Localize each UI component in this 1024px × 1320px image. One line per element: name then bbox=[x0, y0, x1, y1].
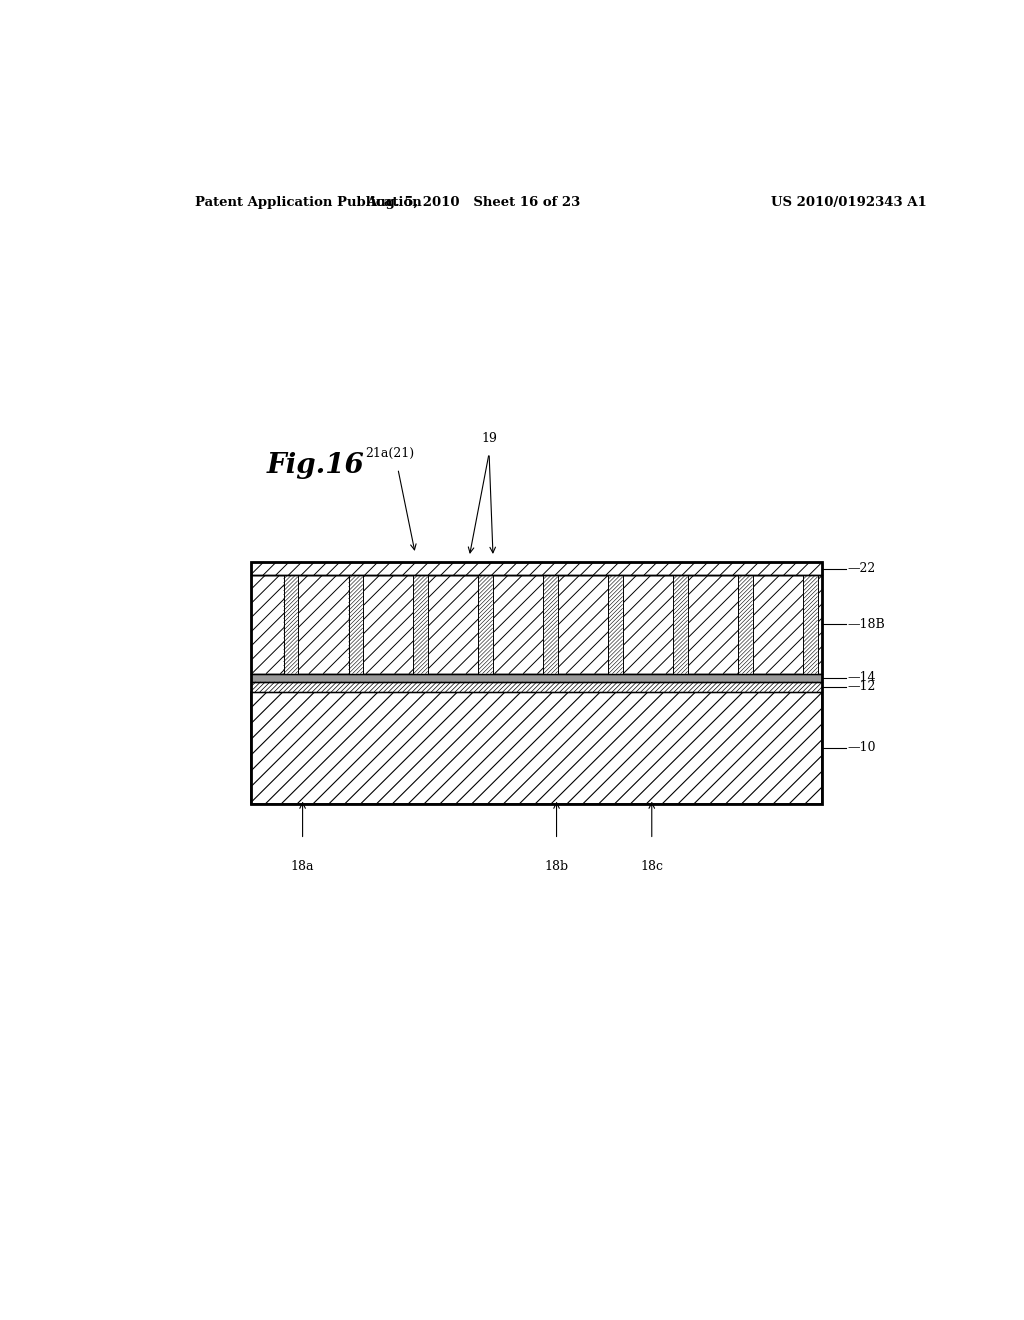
Bar bbox=[674, 576, 688, 673]
Text: 18a: 18a bbox=[291, 859, 314, 873]
Text: —10: —10 bbox=[848, 742, 877, 755]
Text: —14: —14 bbox=[848, 672, 877, 684]
Text: 18b: 18b bbox=[545, 859, 568, 873]
Bar bbox=[251, 562, 822, 576]
Bar bbox=[251, 576, 822, 673]
Text: —18B: —18B bbox=[848, 618, 886, 631]
Bar bbox=[738, 576, 753, 673]
Bar bbox=[251, 692, 822, 804]
Bar bbox=[804, 576, 817, 673]
Bar bbox=[284, 576, 298, 673]
Text: Patent Application Publication: Patent Application Publication bbox=[196, 195, 422, 209]
Bar bbox=[251, 562, 822, 804]
Bar bbox=[251, 673, 822, 682]
Text: Aug. 5, 2010   Sheet 16 of 23: Aug. 5, 2010 Sheet 16 of 23 bbox=[367, 195, 581, 209]
Bar bbox=[608, 576, 623, 673]
Text: —12: —12 bbox=[848, 680, 877, 693]
Text: Fig.16: Fig.16 bbox=[267, 453, 365, 479]
Bar bbox=[544, 576, 558, 673]
Text: 21a(21): 21a(21) bbox=[366, 447, 415, 461]
Text: —22: —22 bbox=[848, 562, 877, 576]
Bar bbox=[348, 576, 362, 673]
Bar bbox=[251, 682, 822, 692]
Text: US 2010/0192343 A1: US 2010/0192343 A1 bbox=[771, 195, 927, 209]
Text: 19: 19 bbox=[481, 432, 497, 445]
Text: 18c: 18c bbox=[640, 859, 664, 873]
Bar bbox=[414, 576, 428, 673]
Bar bbox=[478, 576, 493, 673]
